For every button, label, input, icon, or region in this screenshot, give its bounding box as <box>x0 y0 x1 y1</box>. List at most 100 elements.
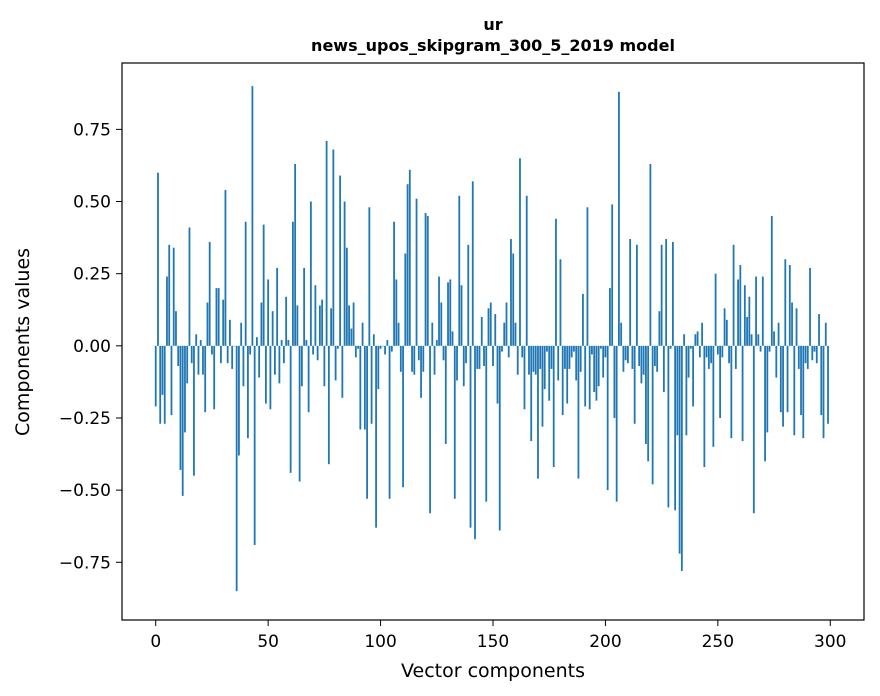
bar-197 <box>597 345 600 387</box>
bar-64 <box>298 345 301 482</box>
bar-188 <box>577 345 580 479</box>
bar-124 <box>433 345 436 375</box>
bar-77 <box>327 345 330 465</box>
bar-149 <box>489 302 492 346</box>
bar-157 <box>507 345 510 358</box>
bar-235 <box>683 334 686 346</box>
plot-area-frame <box>121 62 865 621</box>
bar-297 <box>822 345 825 439</box>
bar-217 <box>642 345 645 375</box>
bar-13 <box>184 345 186 433</box>
bar-183 <box>566 345 569 404</box>
bar-222 <box>653 345 656 367</box>
bar-40 <box>244 221 247 346</box>
bar-11 <box>179 345 182 470</box>
bar-211 <box>629 239 632 346</box>
bar-236 <box>685 345 688 436</box>
bar-84 <box>343 201 346 346</box>
bar-87 <box>350 328 353 346</box>
bar-227 <box>665 239 668 346</box>
x-axis: 0 50 100 150 200 250 300 <box>150 620 846 652</box>
x-tick-label-100: 100 <box>364 632 396 652</box>
bar-6 <box>168 244 171 346</box>
bar-242 <box>698 345 701 358</box>
bar-179 <box>557 345 560 381</box>
x-tick-label-250: 250 <box>702 632 734 652</box>
bar-35 <box>233 345 236 347</box>
bar-216 <box>640 345 643 384</box>
bar-290 <box>806 345 809 369</box>
bar-213 <box>633 345 636 424</box>
bar-15 <box>188 227 191 346</box>
bar-86 <box>348 305 350 346</box>
bar-264 <box>748 296 751 346</box>
bar-208 <box>622 345 625 372</box>
bar-253 <box>723 308 726 346</box>
bar-169 <box>534 345 537 375</box>
bar-66 <box>303 267 306 346</box>
bar-254 <box>725 319 728 346</box>
bar-295 <box>818 314 820 346</box>
bar-146 <box>483 345 485 367</box>
bar-28 <box>217 288 220 346</box>
bar-238 <box>689 345 692 349</box>
bar-109 <box>399 345 402 372</box>
bar-75 <box>323 345 326 387</box>
bar-266 <box>752 345 755 514</box>
bar-142 <box>474 345 476 540</box>
bar-200 <box>604 345 607 358</box>
bar-196 <box>595 345 598 401</box>
bar-281 <box>786 345 789 413</box>
bar-90 <box>357 345 359 349</box>
bar-220 <box>649 164 652 346</box>
bar-117 <box>417 345 420 361</box>
bar-94 <box>366 345 368 499</box>
x-tick-label-50: 50 <box>257 632 279 652</box>
bar-49 <box>265 345 267 404</box>
bar-261 <box>741 345 744 442</box>
bar-201 <box>606 345 609 491</box>
bar-39 <box>242 345 245 387</box>
bar-176 <box>550 345 553 369</box>
bar-268 <box>757 334 760 346</box>
bar-23 <box>206 302 209 346</box>
bar-240 <box>694 334 697 346</box>
bar-272 <box>766 345 769 433</box>
bar-164 <box>523 345 526 410</box>
bar-111 <box>404 253 407 346</box>
bar-258 <box>734 345 737 369</box>
bar-244 <box>703 345 706 468</box>
bar-299 <box>827 345 829 424</box>
bar-135 <box>458 195 461 346</box>
bar-93 <box>363 345 366 430</box>
bar-161 <box>516 345 519 375</box>
bar-0 <box>154 345 157 407</box>
bar-26 <box>213 345 216 410</box>
bar-189 <box>579 345 582 372</box>
bar-228 <box>667 345 670 508</box>
bar-24 <box>208 241 211 346</box>
bar-95 <box>368 207 371 346</box>
bar-8 <box>172 247 175 346</box>
bar-283 <box>791 302 793 346</box>
bar-21 <box>202 345 204 375</box>
bar-27 <box>215 288 218 346</box>
bar-260 <box>739 265 742 346</box>
bar-209 <box>624 345 627 361</box>
bar-177 <box>552 345 555 468</box>
bar-41 <box>247 345 249 439</box>
bar-83 <box>341 345 344 398</box>
bar-series <box>154 86 829 592</box>
bar-140 <box>469 345 472 528</box>
bar-178 <box>555 218 557 346</box>
bar-118 <box>420 345 422 398</box>
bar-296 <box>820 345 823 416</box>
bar-5 <box>166 276 168 346</box>
bar-257 <box>732 244 735 346</box>
bar-279 <box>782 345 784 427</box>
bar-143 <box>476 345 479 369</box>
bar-233 <box>678 345 681 554</box>
bar-175 <box>548 345 551 401</box>
bar-194 <box>591 345 593 355</box>
